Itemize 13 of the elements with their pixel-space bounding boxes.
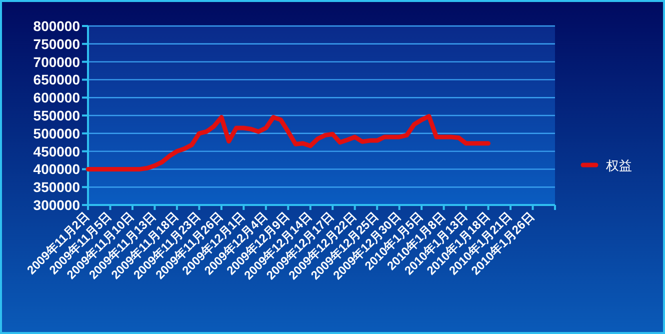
y-tick-label: 650000 bbox=[33, 72, 80, 88]
y-tick-label: 700000 bbox=[33, 54, 80, 70]
y-tick-label: 350000 bbox=[33, 179, 80, 196]
line-series bbox=[86, 114, 491, 172]
y-tick-label: 500000 bbox=[33, 125, 80, 142]
y-tick-label: 300000 bbox=[33, 197, 80, 213]
legend-label: 权益 bbox=[605, 158, 632, 173]
y-tick-label: 450000 bbox=[33, 143, 80, 160]
y-tick-label: 600000 bbox=[33, 90, 80, 106]
y-tick-label: 550000 bbox=[33, 108, 80, 124]
y-tick-label: 750000 bbox=[33, 36, 80, 52]
y-tick-label: 800000 bbox=[33, 18, 80, 34]
y-tick-label: 400000 bbox=[33, 161, 80, 178]
